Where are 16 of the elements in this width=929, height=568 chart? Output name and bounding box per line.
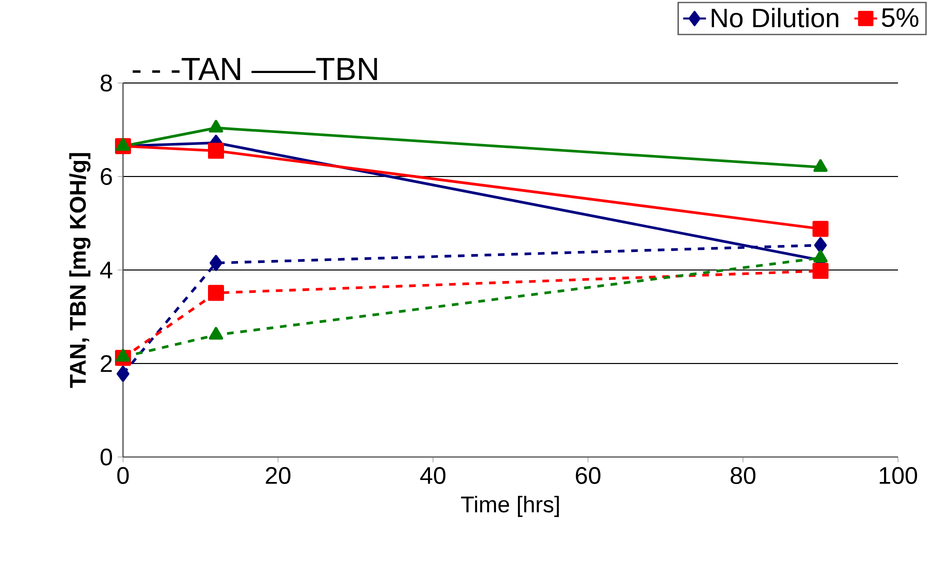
y-tick-label: 8 <box>100 74 112 92</box>
y-tick-label: 0 <box>100 448 112 466</box>
x-tick-label: 40 <box>420 467 446 484</box>
text: - - -TAN ——TBN <box>132 58 377 80</box>
x-tick-label: 0 <box>117 467 129 484</box>
y-tick-label: 2 <box>100 355 112 372</box>
y-tick-label: 4 <box>100 262 112 278</box>
y-tick-label: 6 <box>100 168 112 185</box>
y-axis-title: TAN, TBN [mg KOH/g] <box>69 153 90 388</box>
x-tick-label: 100 <box>880 467 918 484</box>
x-tick-label: 80 <box>730 467 756 484</box>
x-tick-label: 20 <box>266 467 290 484</box>
legend-label: 5% <box>882 8 918 28</box>
x-tick-label: 60 <box>576 467 600 484</box>
x-axis-title: Time [hrs] <box>461 496 559 517</box>
legend-label: No Dilution <box>712 8 838 28</box>
